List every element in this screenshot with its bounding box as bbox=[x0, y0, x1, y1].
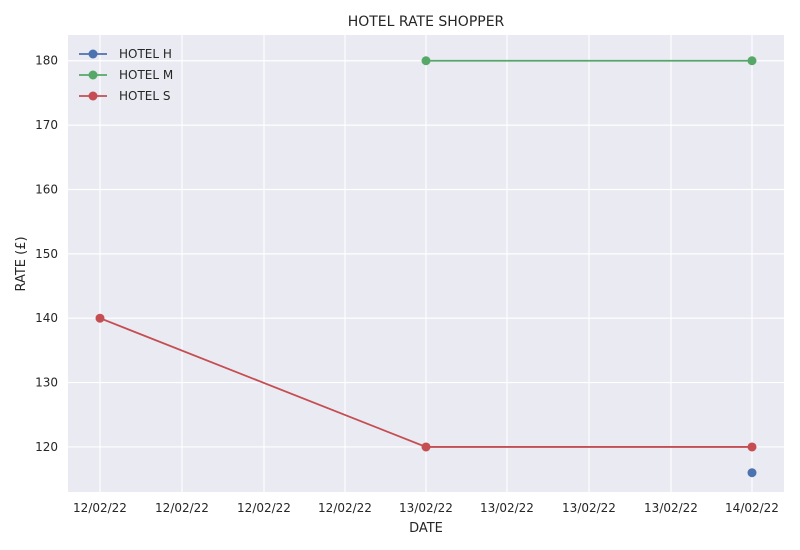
x-tick-label: 12/02/22 bbox=[73, 501, 127, 515]
data-point bbox=[747, 468, 757, 478]
legend-item: HOTEL H bbox=[79, 47, 172, 61]
data-point bbox=[95, 313, 105, 323]
legend-item: HOTEL S bbox=[79, 89, 171, 103]
legend-item: HOTEL M bbox=[79, 68, 173, 82]
legend-marker bbox=[88, 49, 98, 59]
series-hotel-m bbox=[421, 56, 757, 66]
data-point bbox=[747, 56, 757, 66]
legend-marker bbox=[88, 70, 98, 80]
legend: HOTEL H HOTEL M HOTEL S bbox=[79, 47, 173, 103]
chart-title: HOTEL RATE SHOPPER bbox=[348, 14, 505, 30]
x-tick-label: 13/02/22 bbox=[480, 501, 534, 515]
series-hotel-h bbox=[747, 468, 757, 478]
series-layer bbox=[95, 56, 757, 478]
data-point bbox=[747, 442, 757, 452]
y-tick-label: 150 bbox=[35, 247, 58, 261]
data-point bbox=[421, 442, 431, 452]
y-tick-labels: 120 130 140 150 160 170 180 bbox=[35, 54, 58, 454]
legend-marker bbox=[88, 91, 98, 101]
x-tick-label: 12/02/22 bbox=[155, 501, 209, 515]
y-axis-label: RATE (£) bbox=[14, 236, 29, 291]
y-tick-label: 140 bbox=[35, 311, 58, 325]
series-hotel-s bbox=[95, 313, 757, 452]
x-tick-label: 12/02/22 bbox=[237, 501, 291, 515]
x-tick-labels: 12/02/22 12/02/22 12/02/22 12/02/22 13/02/22… bbox=[73, 501, 779, 515]
y-tick-label: 130 bbox=[35, 376, 58, 390]
x-axis-label: DATE bbox=[409, 521, 443, 536]
y-tick-label: 170 bbox=[35, 118, 58, 132]
legend-label: HOTEL H bbox=[119, 47, 172, 61]
x-tick-label: 13/02/22 bbox=[644, 501, 698, 515]
x-tick-label: 13/02/22 bbox=[399, 501, 453, 515]
legend-label: HOTEL M bbox=[119, 68, 173, 82]
y-tick-label: 180 bbox=[35, 54, 58, 68]
y-tick-label: 120 bbox=[35, 440, 58, 454]
x-tick-label: 14/02/22 bbox=[725, 501, 779, 515]
legend-label: HOTEL S bbox=[119, 89, 171, 103]
data-point bbox=[421, 56, 431, 66]
x-tick-label: 13/02/22 bbox=[562, 501, 616, 515]
y-tick-label: 160 bbox=[35, 182, 58, 196]
x-tick-label: 12/02/22 bbox=[318, 501, 372, 515]
